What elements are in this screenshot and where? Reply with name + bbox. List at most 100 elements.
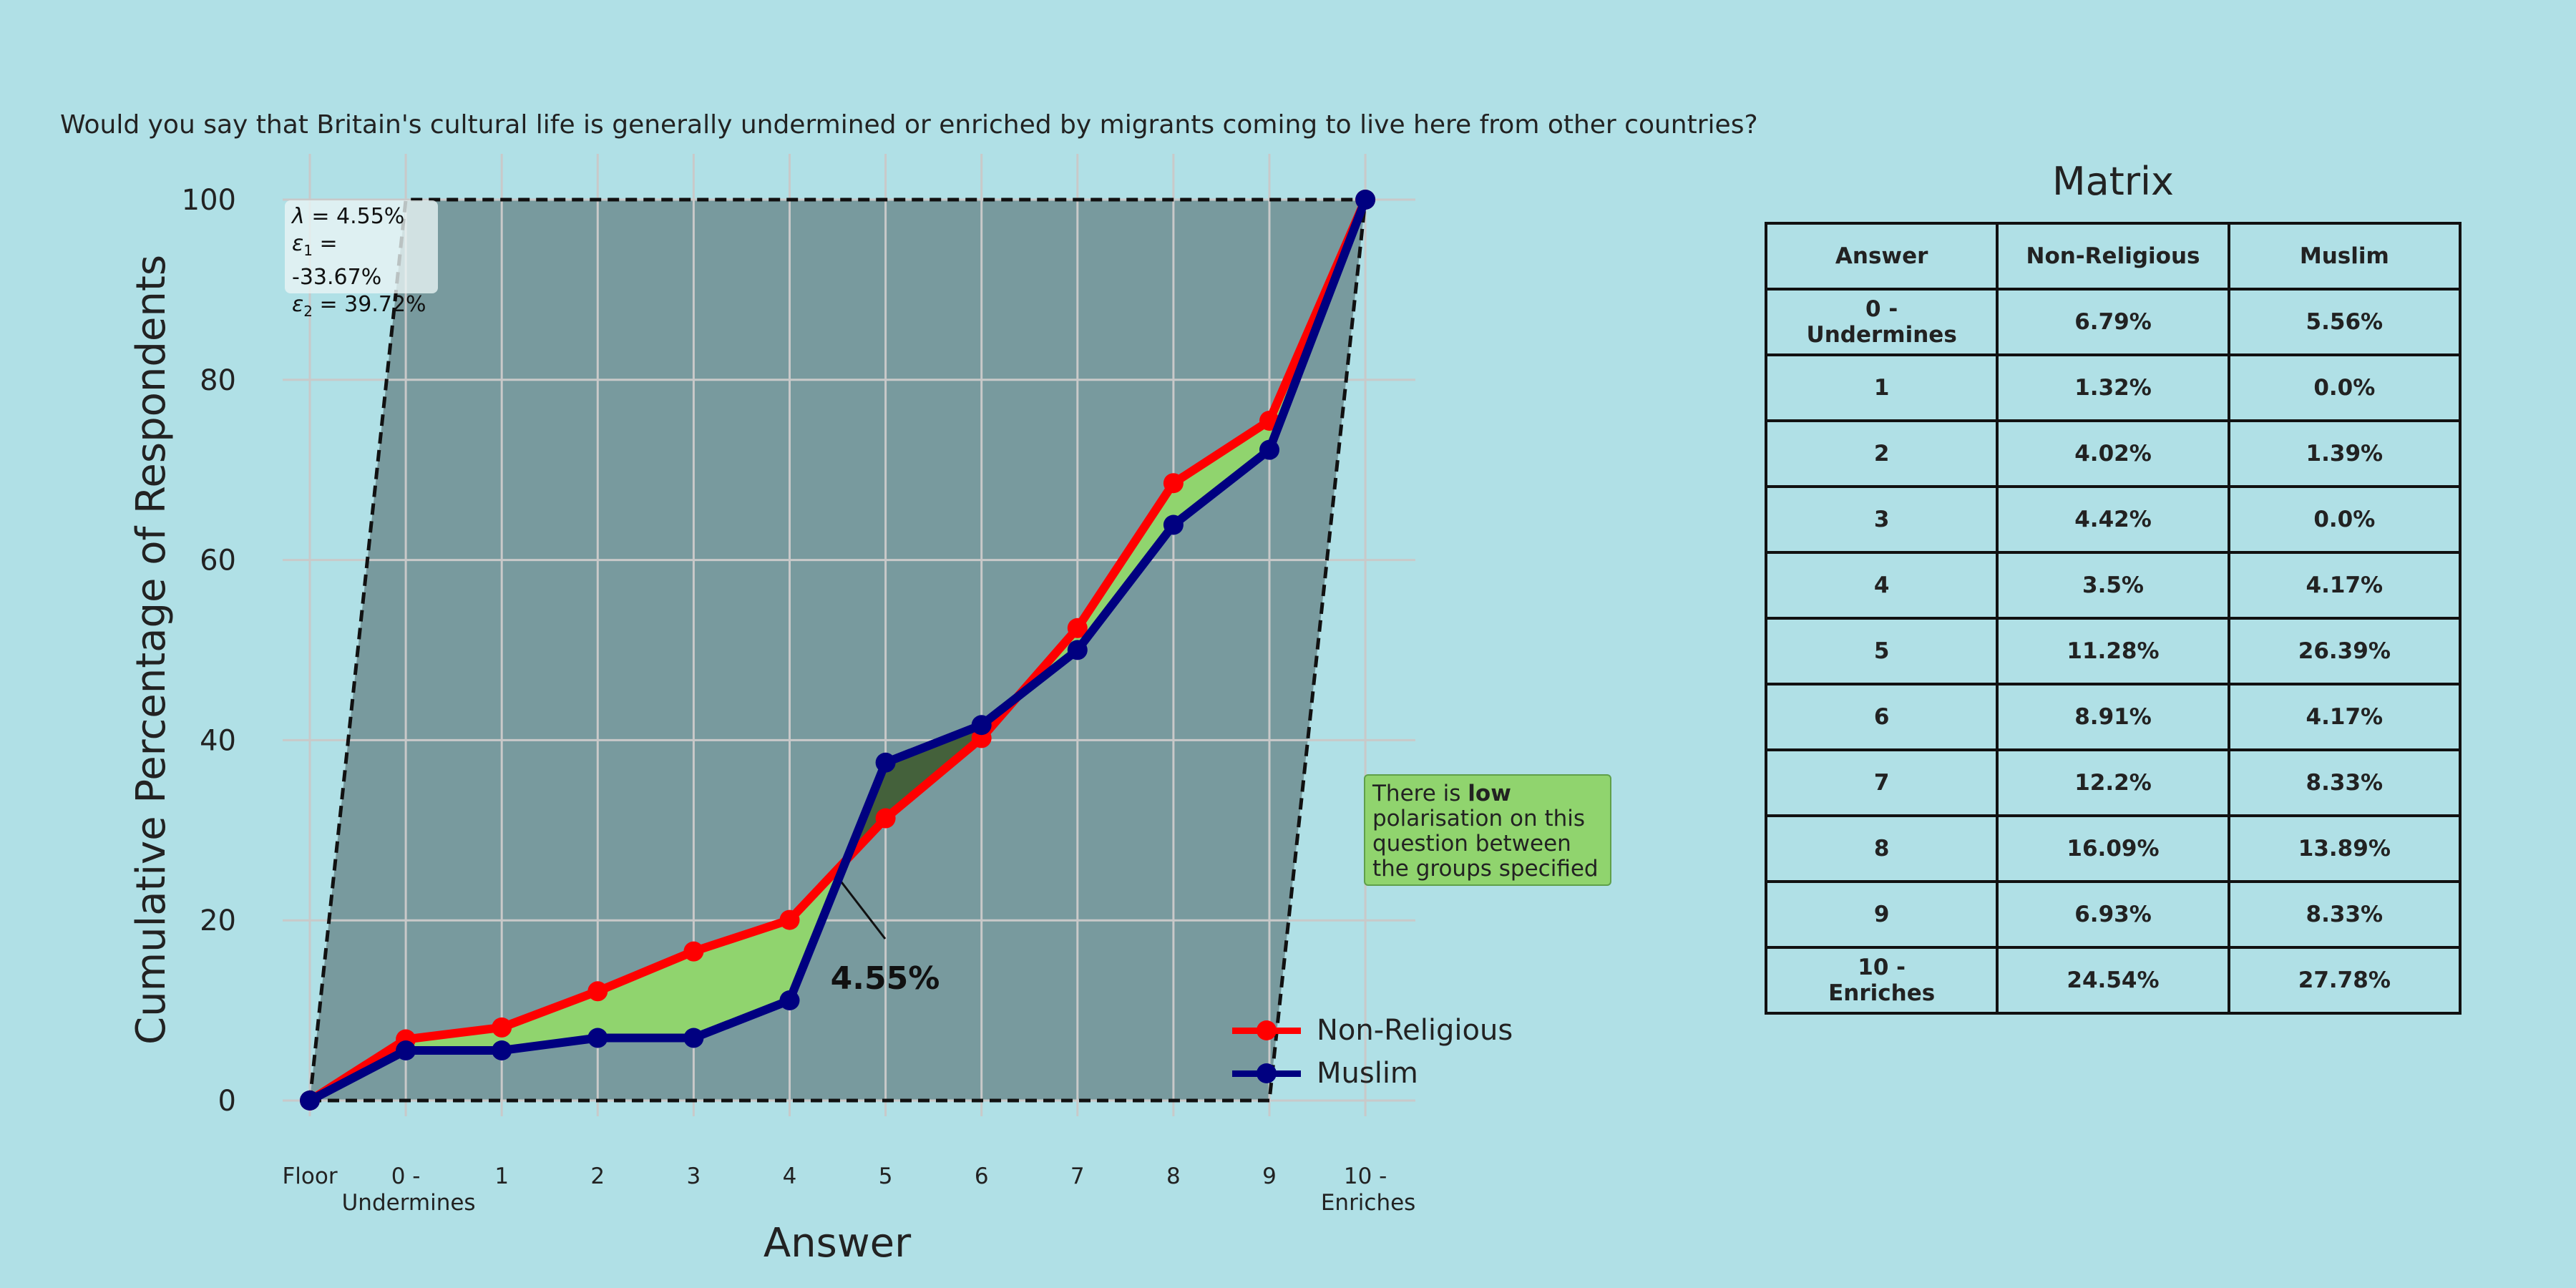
data-point-muslim bbox=[779, 990, 800, 1010]
matrix-cell: 2 bbox=[1764, 419, 1999, 488]
matrix-row: 4 3.5% 4.17% bbox=[1764, 551, 2462, 620]
matrix-row: 8 16.09% 13.89% bbox=[1764, 814, 2462, 883]
legend-label-muslim: Muslim bbox=[1317, 1057, 1418, 1090]
series-line-non-religious bbox=[307, 197, 1370, 1105]
matrix-cell: 0 - Undermines bbox=[1764, 288, 1999, 356]
x-tick-label: 0 -Undermines bbox=[342, 1163, 476, 1216]
matrix-cell: 4.02% bbox=[1996, 419, 2230, 488]
matrix-cell: 4 bbox=[1764, 551, 1999, 620]
data-point-non-religious bbox=[875, 808, 896, 829]
data-point-non-religious bbox=[587, 981, 608, 1002]
matrix-cell: 5.56% bbox=[2227, 288, 2462, 356]
matrix-cell: 8.91% bbox=[1996, 683, 2230, 751]
x-tick-label: 3 bbox=[687, 1163, 701, 1189]
matrix-row: 5 11.28% 26.39% bbox=[1764, 617, 2462, 686]
x-tick-label: 5 bbox=[879, 1163, 893, 1189]
matrix-cell: 9 bbox=[1764, 880, 1999, 949]
data-point-muslim bbox=[300, 1091, 320, 1111]
x-tick-label: 4 bbox=[783, 1163, 797, 1189]
matrix-header-cell: Muslim bbox=[2227, 222, 2462, 291]
matrix-cell: 4.17% bbox=[2227, 551, 2462, 620]
annotation-pointer bbox=[836, 876, 887, 940]
x-axis-label: Answer bbox=[763, 1220, 912, 1267]
matrix-cell: 5 bbox=[1764, 617, 1999, 686]
matrix-row: 9 6.93% 8.33% bbox=[1764, 880, 2462, 949]
matrix-row: 6 8.91% 4.17% bbox=[1764, 683, 2462, 751]
data-point-muslim bbox=[1163, 514, 1184, 535]
matrix-cell: 6 bbox=[1764, 683, 1999, 751]
x-tick-label: 8 bbox=[1166, 1163, 1181, 1189]
matrix-cell: 7 bbox=[1764, 748, 1999, 817]
matrix-cell: 3.5% bbox=[1996, 551, 2230, 620]
matrix-cell: 4.42% bbox=[1996, 485, 2230, 554]
matrix-cell: 26.39% bbox=[2227, 617, 2462, 686]
x-tick-label: Floor bbox=[282, 1163, 337, 1189]
data-point-non-religious bbox=[779, 909, 800, 930]
non-religious-swatch bbox=[1232, 1016, 1301, 1045]
stats-box: λ = 4.55% ε1 = -33.67% ε2 = 39.72% bbox=[285, 200, 438, 320]
matrix-cell: 27.78% bbox=[2227, 946, 2462, 1015]
data-point-muslim bbox=[587, 1028, 608, 1048]
matrix-row: 1 1.32% 0.0% bbox=[1764, 353, 2462, 422]
data-point-muslim bbox=[683, 1028, 704, 1048]
question-text: Would you say that Britain's cultural li… bbox=[60, 110, 1758, 140]
y-tick-label: 80 bbox=[200, 364, 236, 397]
matrix-cell: 6.79% bbox=[1996, 288, 2230, 356]
data-point-non-religious bbox=[1163, 473, 1184, 494]
epsilon2-stat: ε2 = 39.72% bbox=[292, 292, 426, 320]
matrix-cell: 1.32% bbox=[1996, 353, 2230, 422]
matrix-cell: 10 - Enriches bbox=[1764, 946, 1999, 1015]
matrix-cell: 0.0% bbox=[2227, 485, 2462, 554]
data-point-muslim bbox=[1355, 190, 1376, 210]
matrix-row: 0 - Undermines 6.79% 5.56% bbox=[1764, 288, 2462, 356]
matrix-row: 2 4.02% 1.39% bbox=[1764, 419, 2462, 488]
data-point-muslim bbox=[971, 715, 992, 736]
matrix-cell: 16.09% bbox=[1996, 814, 2230, 883]
area-annotation-label: 4.55% bbox=[831, 960, 940, 997]
matrix-cell: 11.28% bbox=[1996, 617, 2230, 686]
muslim-swatch bbox=[1232, 1059, 1301, 1088]
matrix-cell: 8.33% bbox=[2227, 748, 2462, 817]
matrix-cell: 3 bbox=[1764, 485, 1999, 554]
x-tick-label: 10 -Enriches bbox=[1321, 1163, 1416, 1216]
x-tick-label: 9 bbox=[1262, 1163, 1277, 1189]
y-tick-label: 0 bbox=[218, 1085, 236, 1118]
gap-fill-area bbox=[310, 859, 847, 1101]
polarisation-note: There is low polarisation on this questi… bbox=[1364, 774, 1611, 886]
data-point-muslim bbox=[875, 752, 896, 773]
epsilon1-stat: ε1 = -33.67% bbox=[292, 231, 382, 290]
chart-legend: Non-Religious Muslim bbox=[1232, 1009, 1513, 1095]
legend-label-non-religious: Non-Religious bbox=[1317, 1014, 1513, 1047]
x-tick-label: 1 bbox=[494, 1163, 509, 1189]
x-tick-label: 7 bbox=[1070, 1163, 1085, 1189]
y-tick-label: 60 bbox=[200, 545, 236, 577]
matrix-header-row: Answer Non-Religious Muslim bbox=[1764, 222, 2462, 291]
matrix-header-cell: Non-Religious bbox=[1996, 222, 2230, 291]
y-axis-label: Cumulative Percentage of Respondents bbox=[128, 255, 175, 1045]
lambda-stat: λ = 4.55% bbox=[292, 204, 405, 229]
matrix-cell: 8.33% bbox=[2227, 880, 2462, 949]
matrix-row: 10 - Enriches 24.54% 27.78% bbox=[1764, 946, 2462, 1015]
y-tick-label: 20 bbox=[200, 904, 236, 937]
data-point-non-religious bbox=[683, 941, 704, 962]
matrix-header-cell: Answer bbox=[1764, 222, 1999, 291]
matrix-cell: 1 bbox=[1764, 353, 1999, 422]
matrix-cell: 6.93% bbox=[1996, 880, 2230, 949]
y-tick-label: 100 bbox=[182, 184, 236, 217]
x-tick-label: 6 bbox=[975, 1163, 989, 1189]
matrix-row: 7 12.2% 8.33% bbox=[1764, 748, 2462, 817]
matrix-cell: 1.39% bbox=[2227, 419, 2462, 488]
matrix-cell: 4.17% bbox=[2227, 683, 2462, 751]
series-line-muslim bbox=[308, 197, 1370, 1105]
y-tick-label: 40 bbox=[200, 724, 236, 757]
envelope-area bbox=[310, 200, 1366, 1101]
data-point-muslim bbox=[492, 1040, 512, 1060]
data-point-muslim bbox=[1259, 439, 1279, 460]
matrix-cell: 8 bbox=[1764, 814, 1999, 883]
matrix-cell: 12.2% bbox=[1996, 748, 2230, 817]
matrix-cell: 0.0% bbox=[2227, 353, 2462, 422]
matrix-row: 3 4.42% 0.0% bbox=[1764, 485, 2462, 554]
x-tick-label: 2 bbox=[590, 1163, 605, 1189]
legend-item-non-religious: Non-Religious bbox=[1232, 1009, 1513, 1052]
